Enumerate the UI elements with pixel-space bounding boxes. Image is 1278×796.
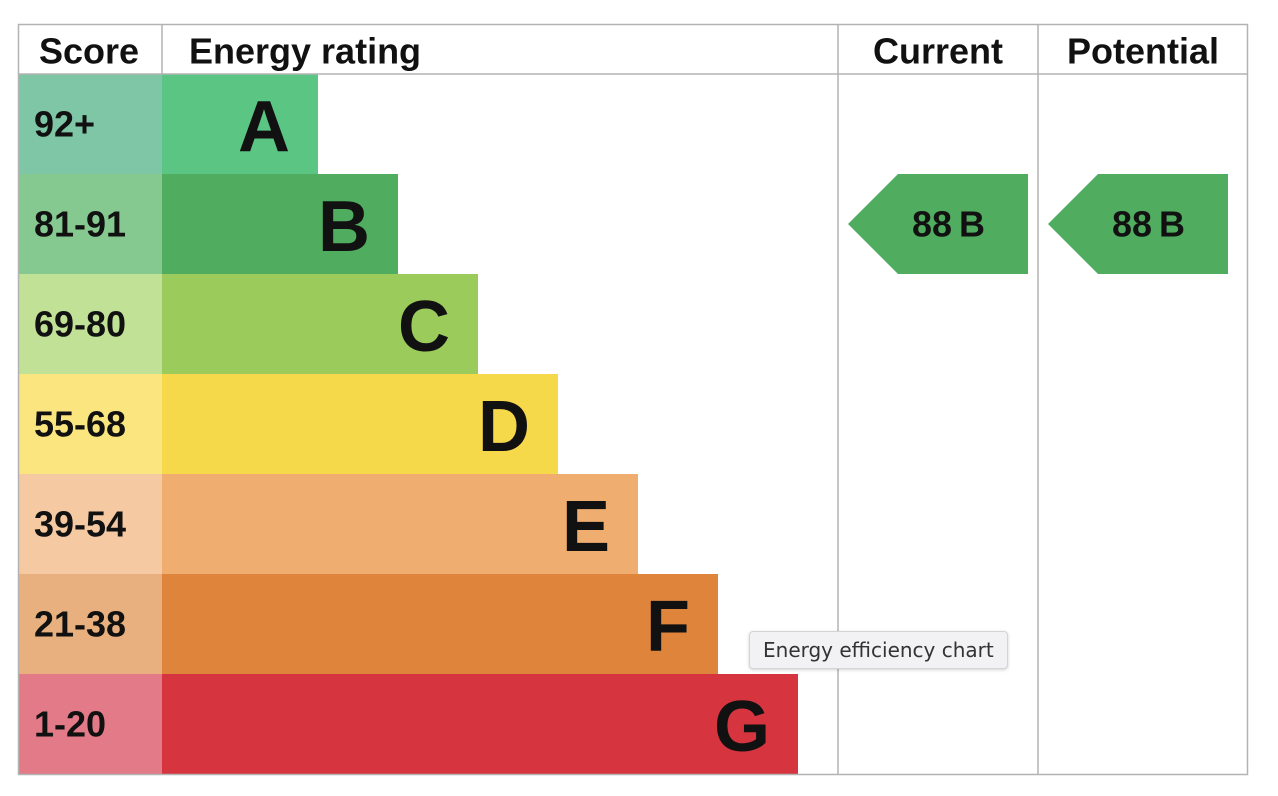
score-label-f: 21-38 (34, 604, 126, 645)
rating-bar-b (162, 174, 398, 274)
score-cell-f (18, 574, 162, 674)
potential-score-value: 88 (1112, 204, 1152, 245)
current-score-value: 88 (912, 204, 952, 245)
header-current: Current (873, 31, 1003, 72)
score-cell-e (18, 474, 162, 574)
score-cell-a (18, 74, 162, 174)
rating-bar-f (162, 574, 718, 674)
rating-letter-a: A (238, 87, 290, 167)
current-arrow (848, 174, 1028, 274)
rating-letter-b: B (318, 187, 370, 267)
rating-bar-e (162, 474, 638, 574)
header-potential: Potential (1067, 31, 1219, 72)
rating-bar-c (162, 274, 478, 374)
score-label-c: 69-80 (34, 304, 126, 345)
rating-letter-f: F (646, 587, 690, 667)
score-label-d: 55-68 (34, 404, 126, 445)
potential-band-letter: B (1159, 204, 1185, 245)
chart-tooltip: Energy efficiency chart (749, 631, 1008, 669)
score-cell-c (18, 274, 162, 374)
header-energy-rating: Energy rating (189, 31, 421, 72)
score-cell-g (18, 674, 162, 774)
rating-letter-d: D (478, 387, 530, 467)
rating-bar-g (162, 674, 798, 774)
rating-bar-a (162, 74, 318, 174)
score-label-e: 39-54 (34, 504, 126, 545)
potential-arrow (1048, 174, 1228, 274)
header-score: Score (39, 31, 139, 72)
score-label-b: 81-91 (34, 204, 126, 245)
rating-letter-c: C (398, 287, 450, 367)
rating-bar-d (162, 374, 558, 474)
current-band-letter: B (959, 204, 985, 245)
rating-letter-g: G (714, 687, 770, 767)
score-label-a: 92+ (34, 104, 95, 145)
score-cell-d (18, 374, 162, 474)
rating-letter-e: E (562, 487, 610, 567)
chart-border (17, 23, 1249, 776)
score-label-g: 1-20 (34, 704, 106, 745)
score-cell-b (18, 174, 162, 274)
